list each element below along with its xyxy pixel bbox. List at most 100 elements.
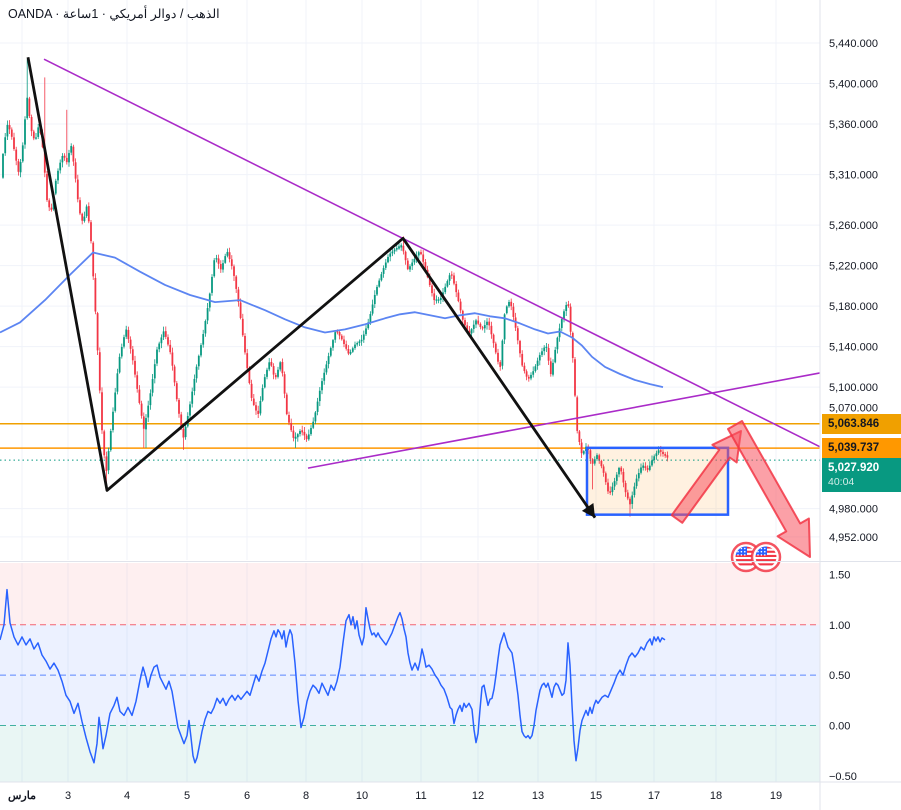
candle-body — [510, 301, 513, 307]
price-tick-label: 5,440.000 — [829, 38, 878, 50]
price-label-orange-text: 5,039.737 — [828, 442, 880, 455]
candle-body — [314, 412, 317, 422]
candle-body — [598, 455, 601, 461]
candle-body — [609, 491, 612, 493]
candle-body — [54, 180, 57, 194]
trendline-purple-1[interactable] — [43, 58, 821, 448]
candle-body — [98, 352, 101, 391]
candle-body — [193, 378, 196, 392]
candle-body — [189, 404, 191, 416]
candle-body — [439, 297, 442, 301]
candle-body — [101, 392, 103, 431]
bar-countdown: 40:04 — [828, 475, 855, 488]
candle-body — [380, 274, 383, 281]
candle-body — [48, 200, 51, 208]
time-tick-label: 15 — [590, 790, 602, 802]
candle-body — [233, 266, 235, 276]
candle-body — [206, 308, 209, 321]
candle-body — [37, 127, 40, 137]
candle-body — [541, 351, 543, 355]
candle-body — [393, 249, 396, 252]
price-axis[interactable]: 5,440.000 5,400.000 5,360.000 5,310.000 5,26… — [829, 38, 878, 783]
candle-body — [228, 252, 231, 259]
candle-body — [200, 345, 202, 356]
candle-body — [272, 366, 275, 375]
candle-body — [204, 321, 207, 334]
candle-body — [446, 281, 449, 287]
candle-body — [35, 137, 37, 139]
candle-body — [503, 314, 506, 340]
candle-body — [43, 147, 46, 173]
candle-body — [30, 116, 33, 132]
candle-body — [2, 153, 4, 178]
candle-body — [277, 369, 279, 377]
trendline-purple-2[interactable] — [307, 372, 821, 469]
candle-body — [655, 453, 658, 457]
candle-body — [274, 374, 277, 378]
us-flag-icon[interactable] — [750, 541, 782, 573]
candle-body — [17, 161, 20, 172]
candle-body — [248, 368, 251, 384]
zigzag-trend-line[interactable] — [26, 56, 597, 519]
candle-body — [237, 289, 240, 302]
candle-body — [490, 325, 493, 335]
candle-body — [459, 301, 462, 311]
candle-body — [70, 145, 73, 153]
candle-body — [175, 383, 178, 400]
candle-body — [420, 252, 422, 255]
candle-body — [371, 304, 374, 314]
candle-body — [433, 293, 436, 301]
candle-body — [226, 251, 229, 256]
candle-body — [431, 285, 433, 294]
candle-body — [96, 313, 99, 351]
symbol-header: OANDA · ةعاس1 · يكيرمأ رلاود / بهذلا — [8, 7, 220, 21]
candle-body — [120, 347, 123, 357]
projection-arrow-down[interactable] — [727, 420, 811, 558]
candle-body — [382, 268, 385, 274]
candle-body — [356, 342, 359, 345]
candle-body — [648, 465, 651, 470]
candle-body — [580, 442, 583, 454]
candle-body — [409, 266, 411, 270]
candle-body — [477, 320, 480, 324]
candle-body — [13, 137, 15, 150]
candle-body — [571, 332, 574, 359]
candle-body — [424, 262, 427, 270]
candle-body — [457, 292, 460, 302]
candle-body — [343, 339, 345, 345]
candle-body — [468, 330, 471, 334]
candle-body — [659, 450, 662, 452]
candle-body — [312, 421, 315, 428]
current-price-text: 5,027.920 — [828, 461, 880, 474]
price-tick-label: 5,360.000 — [829, 119, 878, 131]
candle-body — [620, 467, 623, 472]
candle-body — [604, 473, 607, 483]
candle-body — [554, 349, 557, 363]
candle-body — [640, 467, 642, 473]
candle-body — [345, 344, 348, 349]
projection-arrow-up[interactable] — [670, 430, 742, 524]
candle-body — [532, 371, 535, 375]
candle-body — [486, 321, 488, 325]
candle-body — [290, 422, 293, 431]
candle-body — [127, 329, 130, 340]
candle-body — [211, 276, 213, 293]
candle-body — [296, 434, 299, 438]
candle-body — [4, 137, 7, 154]
price-label-gold-text: 5,063.846 — [828, 417, 880, 430]
consolidation-box[interactable] — [585, 446, 730, 516]
candle-body — [653, 456, 656, 461]
candle-body — [285, 394, 288, 415]
candle-body — [184, 426, 187, 438]
candle-body — [437, 299, 440, 301]
candle-body — [404, 251, 407, 261]
time-axis[interactable]: مارس 3 4 5 6 8 10 11 12 13 15 17 18 19 — [8, 790, 782, 802]
candle-body — [530, 374, 532, 379]
time-tick-label: 4 — [124, 790, 130, 802]
candle-body — [378, 280, 381, 287]
candle-body — [389, 253, 392, 257]
candle-body — [589, 450, 592, 459]
candle-body — [483, 325, 486, 329]
